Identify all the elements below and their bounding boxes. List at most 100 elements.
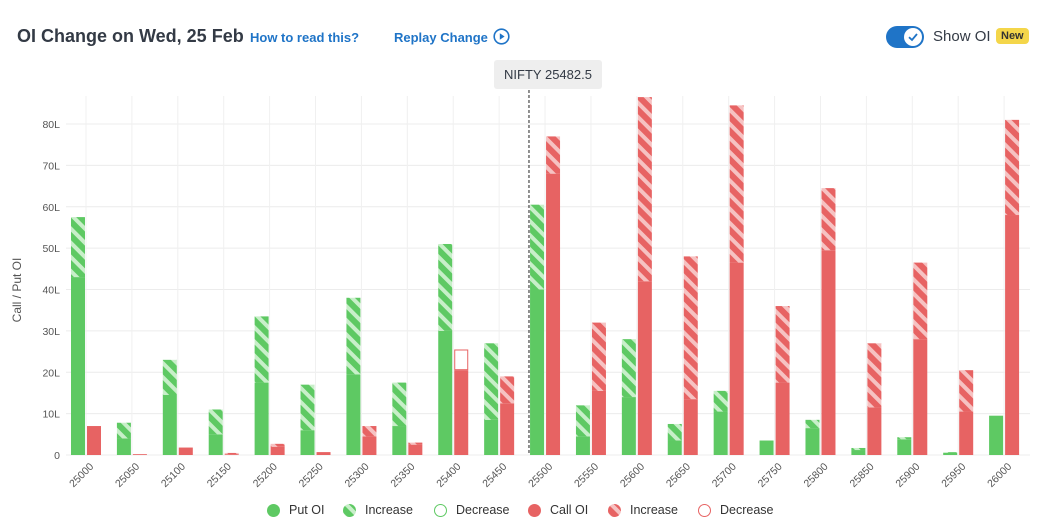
call-increase-bar: [408, 442, 423, 445]
x-tick-label: 25900: [893, 461, 922, 490]
chart-legend: Put OI Increase Decrease Call OI Increas…: [0, 500, 1043, 522]
put-increase-bar: [71, 217, 85, 278]
legend-call-decrease[interactable]: Decrease: [698, 503, 774, 517]
chart-header: OI Change on Wed, 25 Feb How to read thi…: [0, 0, 1043, 70]
y-tick-label: 70L: [42, 160, 60, 172]
call-increase-bar: [1005, 119, 1020, 216]
x-tick-label: 25550: [572, 461, 601, 490]
call-increase-bar: [224, 452, 239, 455]
put-increase-bar: [300, 384, 315, 431]
put-increase-bar: [897, 437, 912, 440]
call-oi-bar: [591, 390, 606, 455]
x-tick-label: 25400: [434, 461, 463, 490]
x-tick-label: 25000: [67, 461, 96, 490]
put-oi-bar: [71, 277, 85, 455]
put-decrease-swatch: [434, 503, 447, 517]
put-oi-bar: [162, 395, 177, 455]
put-oi-bar: [300, 430, 315, 455]
y-tick-label: 40L: [42, 285, 60, 297]
put-increase-bar: [943, 452, 958, 453]
put-oi-bar: [667, 440, 682, 455]
put-increase-bar: [575, 405, 590, 437]
call-increase-bar: [362, 426, 377, 437]
legend-label: Decrease: [720, 503, 774, 517]
x-tick-label: 25250: [297, 461, 326, 490]
put-oi-bar: [851, 450, 866, 455]
call-increase-bar: [959, 370, 974, 412]
put-increase-bar: [438, 243, 453, 331]
legend-call-increase[interactable]: Increase: [608, 503, 678, 517]
x-tick-label: 25200: [251, 461, 280, 490]
call-oi-bar: [775, 382, 790, 455]
call-increase-bar: [867, 343, 882, 408]
call-oi-bar: [959, 411, 974, 455]
legend-put-oi[interactable]: Put OI: [267, 503, 324, 517]
call-decrease-swatch: [698, 503, 711, 517]
call-oi-bar: [316, 452, 331, 455]
call-oi-bar: [270, 446, 285, 455]
page-title: OI Change on Wed, 25 Feb: [17, 26, 244, 46]
put-increase-bar: [851, 447, 866, 451]
call-oi-bar: [408, 444, 423, 455]
x-tick-label: 25750: [756, 461, 785, 490]
put-increase-bar: [484, 343, 499, 420]
y-tick-label: 60L: [42, 202, 60, 214]
x-tick-label: 25600: [618, 461, 647, 490]
put-oi-bar: [621, 397, 636, 455]
how-to-read-link[interactable]: How to read this?: [250, 30, 360, 45]
replay-change-link[interactable]: Replay Change: [394, 30, 488, 45]
call-decrease-bar: [454, 349, 469, 371]
legend-label: Call OI: [550, 503, 589, 517]
call-oi-bar: [546, 173, 561, 455]
x-tick-label: 25450: [480, 461, 509, 490]
put-oi-bar: [530, 289, 545, 455]
show-oi-toggle[interactable]: [886, 26, 924, 48]
y-tick-label: 80L: [42, 119, 60, 131]
legend-call-oi[interactable]: Call OI: [528, 503, 588, 517]
put-increase-bar: [621, 339, 636, 398]
call-increase-bar: [546, 136, 561, 174]
call-oi-bar: [683, 399, 698, 455]
put-oi-bar: [346, 374, 361, 455]
call-oi-bar: [867, 407, 882, 455]
legend-put-increase[interactable]: Increase: [343, 503, 413, 517]
y-tick-label: 10L: [42, 409, 60, 421]
toggle-knob: [904, 28, 922, 46]
put-oi-swatch: [267, 503, 280, 517]
call-increase-bar: [637, 97, 652, 282]
put-oi-bar: [208, 434, 223, 455]
play-circle-icon[interactable]: [493, 28, 510, 45]
check-icon: [908, 33, 918, 42]
call-oi-bar: [913, 339, 928, 455]
call-oi-bar: [821, 250, 836, 455]
put-oi-bar: [254, 382, 269, 455]
put-increase-bar: [162, 359, 177, 396]
put-increase-bar: [805, 419, 820, 429]
put-oi-bar: [713, 411, 728, 455]
call-increase-bar: [729, 105, 744, 263]
x-tick-label: 25800: [802, 461, 831, 490]
put-oi-bar: [438, 330, 453, 455]
x-tick-label: 25500: [526, 461, 555, 490]
put-oi-bar: [989, 415, 1004, 455]
put-increase-bar: [667, 423, 682, 441]
x-tick-label: 25300: [343, 461, 372, 490]
x-tick-label: 25050: [113, 461, 142, 490]
call-increase-bar: [500, 376, 515, 404]
call-increase-bar: [591, 322, 606, 391]
call-oi-bar: [1005, 215, 1020, 455]
x-tick-label: 25100: [159, 461, 188, 490]
show-oi-label: Show OI: [933, 28, 991, 45]
put-oi-bar: [897, 439, 912, 455]
call-oi-bar: [178, 447, 193, 455]
y-tick-label: 50L: [42, 243, 60, 255]
put-increase-bar: [208, 409, 223, 435]
call-oi-bar: [224, 454, 239, 455]
call-oi-bar: [87, 426, 101, 455]
legend-put-decrease[interactable]: Decrease: [434, 503, 510, 517]
x-tick-label: 25700: [710, 461, 739, 490]
y-tick-label: 30L: [42, 326, 60, 338]
y-tick-label: 0: [54, 450, 60, 462]
legend-label: Increase: [630, 503, 678, 517]
put-oi-bar: [392, 426, 407, 455]
